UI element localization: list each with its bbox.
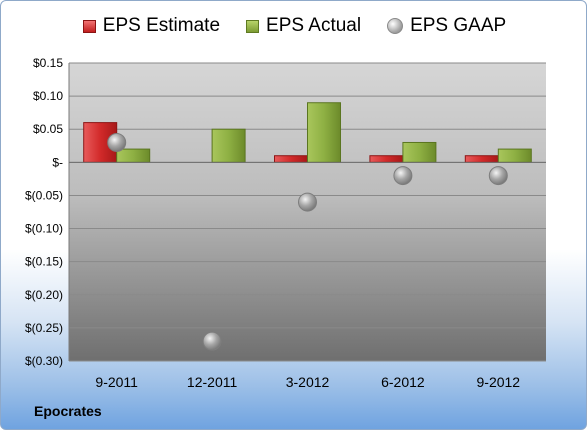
- legend-swatch-estimate: [82, 19, 96, 33]
- y-tick-label: $-: [52, 155, 63, 169]
- bar-eps-actual: [211, 128, 246, 163]
- y-tick-label: $(0.05): [25, 188, 63, 202]
- y-tick-label: $0.05: [33, 122, 63, 136]
- y-tick-label: $(0.20): [25, 288, 63, 302]
- y-axis: $0.15 $0.10 $0.05 $- $(0.05) $(0.10) $(0.15) $(…: [25, 56, 70, 368]
- point-eps-gaap: [393, 166, 413, 186]
- bar-eps-estimate: [369, 155, 404, 163]
- y-tick-label: $(0.15): [25, 255, 63, 269]
- bar-eps-actual: [497, 148, 532, 163]
- bar-eps-estimate: [464, 155, 499, 163]
- x-tick-label: 6-2012: [381, 374, 425, 390]
- bar-eps-estimate: [274, 155, 308, 163]
- y-tick-label: $(0.10): [25, 222, 63, 236]
- x-tick-label: 3-2012: [286, 374, 330, 390]
- legend-item-estimate: EPS Estimate: [82, 15, 221, 37]
- legend-label-estimate: EPS Estimate: [102, 15, 221, 36]
- x-tick-label: 9-2012: [477, 374, 521, 390]
- point-eps-gaap: [488, 166, 508, 186]
- y-tick-label: $(0.25): [25, 321, 63, 335]
- bar-eps-actual: [402, 141, 437, 163]
- y-tick-label: $(0.30): [25, 354, 63, 368]
- x-tick-label: 9-2011: [95, 374, 138, 390]
- bar-eps-actual: [307, 102, 341, 163]
- legend-label-actual: EPS Actual: [266, 15, 362, 36]
- legend-swatch-gaap: [387, 18, 404, 34]
- legend: EPS Estimate EPS Actual EPS GAAP: [1, 15, 586, 37]
- y-tick-label: $0.15: [33, 56, 63, 70]
- gaap-points: [107, 132, 508, 351]
- bar-eps-actual: [116, 148, 151, 163]
- legend-swatch-actual: [246, 19, 260, 33]
- company-name: Epocrates: [34, 403, 102, 419]
- point-eps-gaap: [298, 192, 317, 212]
- x-tick-label: 12-2011: [187, 374, 238, 390]
- x-axis: 9-2011 12-2011 3-2012 6-2012 9-2012: [69, 161, 546, 390]
- point-eps-gaap: [202, 331, 222, 351]
- y-tick-label: $0.10: [33, 89, 63, 103]
- legend-item-gaap: EPS GAAP: [387, 15, 506, 37]
- legend-item-actual: EPS Actual: [246, 15, 361, 37]
- legend-label-gaap: EPS GAAP: [410, 15, 507, 36]
- point-eps-gaap: [107, 132, 127, 152]
